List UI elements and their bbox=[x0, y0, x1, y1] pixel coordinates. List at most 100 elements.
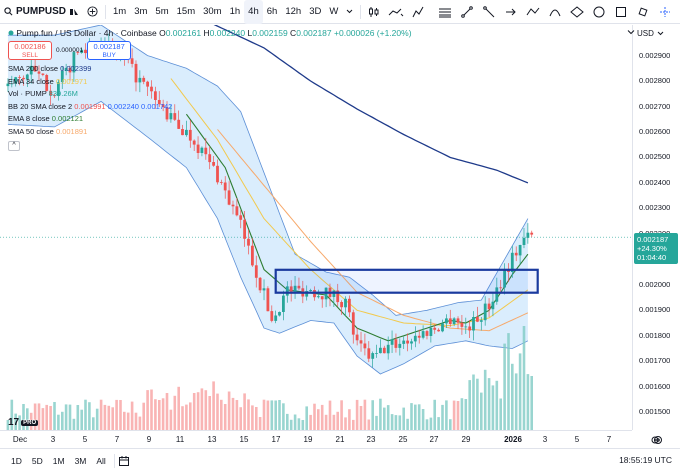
volume-bar bbox=[138, 416, 142, 430]
legend-row[interactable]: SMA 50 close 0.001891 bbox=[8, 126, 172, 139]
candle-body bbox=[53, 95, 56, 97]
interval-15m[interactable]: 15m bbox=[176, 6, 196, 17]
candle-body bbox=[64, 67, 68, 71]
legend-value: 0.002399 bbox=[60, 64, 92, 73]
time-axis[interactable]: Dec 3 5 7 9 11 13 15 17 19 21 23 25 27 29 2026 3 5 7 bbox=[0, 430, 659, 448]
volume-bar bbox=[84, 399, 87, 430]
line-style-button[interactable] bbox=[384, 0, 408, 24]
symbol-search[interactable]: PUMPUSD bbox=[0, 0, 83, 24]
trendline-tool[interactable] bbox=[456, 1, 478, 23]
interval-30m[interactable]: 30m bbox=[203, 6, 222, 17]
price-tick-label: 0.001500 bbox=[639, 407, 671, 417]
top-toolbar: PUMPUSD 1m 3m 5m 15m 30m 1h 4h 6h 12h 3D W bbox=[0, 0, 680, 24]
plus-circle-icon bbox=[87, 6, 98, 17]
candle-body bbox=[309, 290, 312, 291]
interval-12h[interactable]: 12h bbox=[285, 6, 302, 17]
tradingview-brand-icon bbox=[70, 8, 79, 15]
volume-bar bbox=[57, 414, 60, 430]
horizontal-lines-icon bbox=[439, 8, 451, 18]
circle-tool[interactable] bbox=[588, 1, 610, 23]
interval-3m[interactable]: 3m bbox=[134, 6, 148, 17]
volume-bar bbox=[266, 400, 270, 430]
chart-pane[interactable] bbox=[0, 25, 632, 430]
currency-selector[interactable]: USD bbox=[637, 29, 664, 38]
buy-button[interactable]: 0.002187 BUY bbox=[87, 41, 132, 60]
time-tick-label: 3 bbox=[542, 435, 548, 444]
interval-W[interactable]: W bbox=[329, 6, 339, 17]
volume-bar bbox=[332, 414, 336, 430]
add-symbol-button[interactable] bbox=[83, 0, 102, 24]
legend-value: 0.001991 bbox=[74, 101, 108, 111]
utc-clock[interactable]: 18:55:19 UTC bbox=[619, 455, 672, 465]
horizontal-ray-tool[interactable] bbox=[434, 1, 456, 23]
candle-body bbox=[394, 339, 398, 348]
legend-row[interactable]: SMA 200 close 0.002399 bbox=[8, 63, 172, 76]
curve-tool[interactable] bbox=[544, 1, 566, 23]
interval-dropdown[interactable] bbox=[342, 0, 357, 24]
candle-body bbox=[247, 238, 250, 246]
candle-body bbox=[487, 303, 491, 310]
range-1d[interactable]: 1D bbox=[11, 455, 22, 466]
range-all[interactable]: All bbox=[96, 455, 106, 466]
volume-bar bbox=[189, 402, 192, 430]
gear-icon[interactable] bbox=[652, 434, 664, 446]
volume-bar bbox=[507, 333, 510, 430]
legend-row[interactable]: BB 20 SMA close 2 0.001991 0.002240 0.00… bbox=[8, 101, 172, 114]
calendar-range-icon[interactable] bbox=[118, 455, 130, 467]
candle-body bbox=[503, 270, 506, 288]
bollinger-lower-line bbox=[7, 100, 529, 375]
volume-bar bbox=[130, 401, 134, 430]
sell-button[interactable]: 0.002186 SELL bbox=[8, 41, 52, 60]
price-scale[interactable]: USD 0.002900 0.002800 0.002700 0.002600 0.00… bbox=[632, 25, 680, 430]
range-3m[interactable]: 3M bbox=[74, 455, 87, 466]
volume-bar bbox=[231, 397, 235, 430]
volume-bar bbox=[227, 391, 231, 430]
legend-row[interactable]: EMA 34 close 0.001971 bbox=[8, 76, 172, 89]
candle-body bbox=[316, 296, 320, 298]
volume-bar bbox=[165, 393, 169, 430]
volume-bar bbox=[239, 407, 242, 430]
bar-countdown: 01:04:40 bbox=[637, 253, 667, 262]
current-change: +24.30% bbox=[637, 244, 667, 253]
candle-body bbox=[375, 353, 378, 354]
collapse-legend-button[interactable]: ^ bbox=[8, 141, 20, 151]
volume-bar bbox=[522, 326, 526, 430]
crosshair-tool[interactable] bbox=[654, 1, 676, 23]
candle-body bbox=[270, 311, 274, 321]
candle-style-button[interactable] bbox=[364, 0, 384, 24]
indicators-button[interactable] bbox=[408, 0, 428, 24]
legend-row[interactable]: Vol · PUMP 839.26M bbox=[8, 88, 172, 101]
path-tool[interactable] bbox=[522, 1, 544, 23]
ray-tool[interactable] bbox=[478, 1, 500, 23]
candles-icon bbox=[369, 6, 379, 17]
legend-row[interactable]: EMA 8 close 0.002121 bbox=[8, 113, 172, 126]
rotated-rectangle-tool[interactable] bbox=[632, 1, 654, 23]
candle-body bbox=[433, 327, 437, 330]
interval-4h[interactable]: 4h bbox=[244, 0, 263, 24]
candle-body bbox=[49, 90, 52, 96]
crosshair-icon bbox=[660, 7, 670, 17]
interval-1m[interactable]: 1m bbox=[113, 6, 127, 17]
shape-tool[interactable] bbox=[566, 1, 588, 23]
volume-bar bbox=[359, 406, 363, 430]
range-5d[interactable]: 5D bbox=[31, 455, 43, 466]
interval-3D[interactable]: 3D bbox=[309, 6, 322, 17]
price-tick-label: 0.002300 bbox=[639, 203, 671, 213]
rectangle-tool[interactable] bbox=[610, 1, 632, 23]
price-chart[interactable] bbox=[0, 25, 632, 430]
volume-bar bbox=[208, 396, 211, 430]
rotated-rectangle-icon bbox=[638, 7, 648, 17]
chevron-down-icon[interactable] bbox=[625, 26, 637, 38]
range-1m[interactable]: 1M bbox=[52, 455, 65, 466]
sma50-line bbox=[217, 129, 529, 332]
sell-price: 0.002186 bbox=[14, 42, 46, 51]
candle-body bbox=[204, 147, 208, 155]
arrow-tool[interactable] bbox=[500, 1, 522, 23]
interval-1h[interactable]: 1h bbox=[229, 6, 241, 17]
interval-6h[interactable]: 6h bbox=[266, 6, 278, 17]
candle-body bbox=[514, 252, 518, 256]
arrow-icon bbox=[506, 8, 516, 16]
volume-bar bbox=[355, 399, 359, 430]
volume-bar bbox=[480, 392, 483, 430]
interval-5m[interactable]: 5m bbox=[155, 6, 169, 17]
